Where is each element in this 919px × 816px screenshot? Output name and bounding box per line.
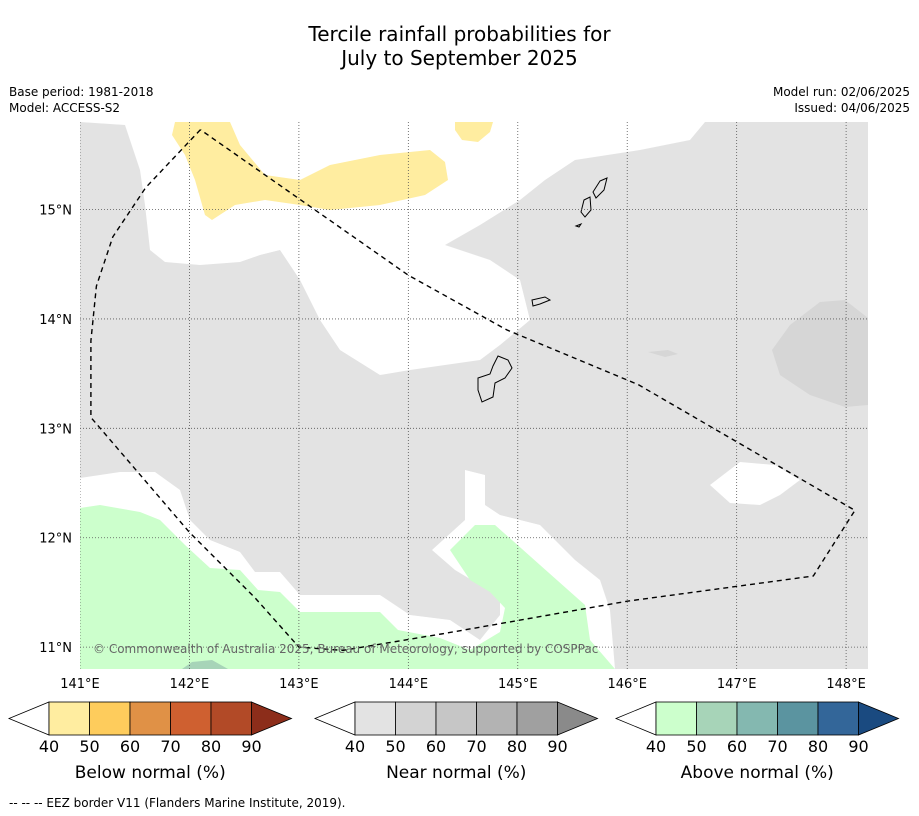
- map-figure: © Commonwealth of Australia 2025, Bureau…: [39, 122, 868, 692]
- below-normal-region-north: [172, 122, 448, 220]
- colorbar-tick-label: 80: [507, 737, 527, 756]
- colorbar-tick-label: 60: [120, 737, 140, 756]
- colorbar-label: Above normal (%): [681, 763, 834, 783]
- near-normal-region-50-small: [648, 350, 678, 357]
- lon-tick-label: 146°E: [607, 677, 647, 692]
- colorbar-label: Below normal (%): [75, 763, 226, 783]
- colorbar-2: 40 50 60 70 80 90 Near normal (%): [313, 701, 599, 783]
- colorbar-tick-label: 60: [727, 737, 747, 756]
- lat-tick-label: 11°N: [39, 641, 72, 656]
- lon-tick-label: 143°E: [279, 677, 319, 692]
- colorbar-min-extend: [7, 701, 50, 736]
- colorbar-tick-label: 40: [646, 737, 666, 756]
- issued-date: Issued: 04/06/2025: [794, 101, 910, 115]
- meta-right: Model run: 02/06/2025 Issued: 04/06/2025: [773, 84, 910, 116]
- colorbar-1: 40 50 60 70 80 90 Below normal (%): [7, 701, 293, 783]
- colorbar-segment: [777, 701, 819, 736]
- aguijan-island: [574, 222, 583, 228]
- colorbar-tick-label: 50: [385, 737, 405, 756]
- lat-tick-label: 12°N: [39, 532, 72, 547]
- colorbar-min-extend: [614, 701, 657, 736]
- colorbar-3: 40 50 60 70 80 90 Above normal (%): [614, 701, 900, 783]
- colorbar-legend: 40 50 60 70 80 90 Below normal (%) 40 50 60 70 80 90…: [7, 701, 900, 783]
- lat-tick-label: 14°N: [39, 313, 72, 328]
- colorbar-tick-label: 40: [345, 737, 365, 756]
- meta-left: Base period: 1981-2018 Model: ACCESS-S2: [9, 84, 154, 116]
- model-name: Model: ACCESS-S2: [9, 101, 121, 115]
- colorbar-tick-label: 40: [39, 737, 59, 756]
- above-normal-region-southwest: [80, 505, 615, 669]
- colorbar-tick-label: 70: [466, 737, 486, 756]
- graticule: [80, 122, 868, 669]
- guam-island: [477, 355, 513, 403]
- colorbar-segment: [736, 701, 778, 736]
- near-normal-region-50: [772, 300, 868, 407]
- below-normal-region-small: [455, 122, 493, 142]
- map-plot-area: [80, 122, 868, 669]
- eez-source-note: -- -- -- EEZ border V11 (Flanders Marine…: [9, 796, 346, 810]
- base-period: Base period: 1981-2018: [9, 85, 154, 99]
- colorbar-tick-label: 90: [547, 737, 567, 756]
- title-line-2: July to September 2025: [341, 46, 578, 70]
- model-run: Model run: 02/06/2025: [772, 85, 910, 99]
- colorbar-tick-label: 70: [767, 737, 787, 756]
- colorbar-segment: [89, 701, 131, 736]
- colorbar-min-extend: [313, 701, 356, 736]
- colorbar-max-extend: [251, 701, 293, 736]
- colorbar-segment: [170, 701, 212, 736]
- lon-tick-label: 148°E: [826, 677, 866, 692]
- colorbar-segment: [476, 701, 518, 736]
- colorbar-tick-label: 80: [808, 737, 828, 756]
- lon-tick-label: 145°E: [498, 677, 538, 692]
- colorbar-max-extend: [858, 701, 900, 736]
- eez-border: [90, 129, 856, 652]
- colorbar-max-extend: [557, 701, 599, 736]
- lat-tick-label: 13°N: [39, 422, 72, 437]
- colorbar-tick-label: 90: [848, 737, 868, 756]
- colorbar-segment: [516, 701, 558, 736]
- tinian-island: [580, 196, 592, 218]
- title-line-1: Tercile rainfall probabilities for: [308, 22, 611, 46]
- colorbar-tick-label: 90: [241, 737, 261, 756]
- saipan-island: [592, 177, 608, 199]
- lon-tick-label: 147°E: [717, 677, 757, 692]
- white-region-east: [710, 462, 800, 505]
- longitude-labels: 141°E 142°E 143°E 144°E 145°E 146°E 147°E 148°E: [60, 677, 866, 692]
- lon-tick-label: 144°E: [389, 677, 429, 692]
- copyright-text: © Commonwealth of Australia 2025, Bureau…: [93, 642, 598, 656]
- lat-tick-label: 15°N: [39, 204, 72, 219]
- lon-tick-label: 141°E: [60, 677, 100, 692]
- colorbar-segment: [129, 701, 171, 736]
- colorbar-segment: [655, 701, 697, 736]
- colorbar-segment: [395, 701, 437, 736]
- colorbar-tick-label: 50: [79, 737, 99, 756]
- colorbar-tick-label: 60: [426, 737, 446, 756]
- lon-tick-label: 142°E: [170, 677, 210, 692]
- rota-island: [531, 296, 552, 307]
- colorbar-tick-label: 50: [686, 737, 706, 756]
- colorbar-tick-label: 80: [201, 737, 221, 756]
- colorbar-tick-label: 70: [160, 737, 180, 756]
- colorbar-segment: [48, 701, 90, 736]
- map-title: Tercile rainfall probabilities for July …: [0, 22, 919, 70]
- colorbar-segment: [696, 701, 738, 736]
- latitude-labels: 15°N 14°N 13°N 12°N 11°N: [39, 204, 72, 657]
- colorbar-segment: [210, 701, 252, 736]
- colorbar-segment: [354, 701, 396, 736]
- colorbar-segment: [817, 701, 859, 736]
- colorbar-label: Near normal (%): [386, 763, 526, 783]
- colorbar-segment: [435, 701, 477, 736]
- above-normal-region-darker: [182, 660, 228, 669]
